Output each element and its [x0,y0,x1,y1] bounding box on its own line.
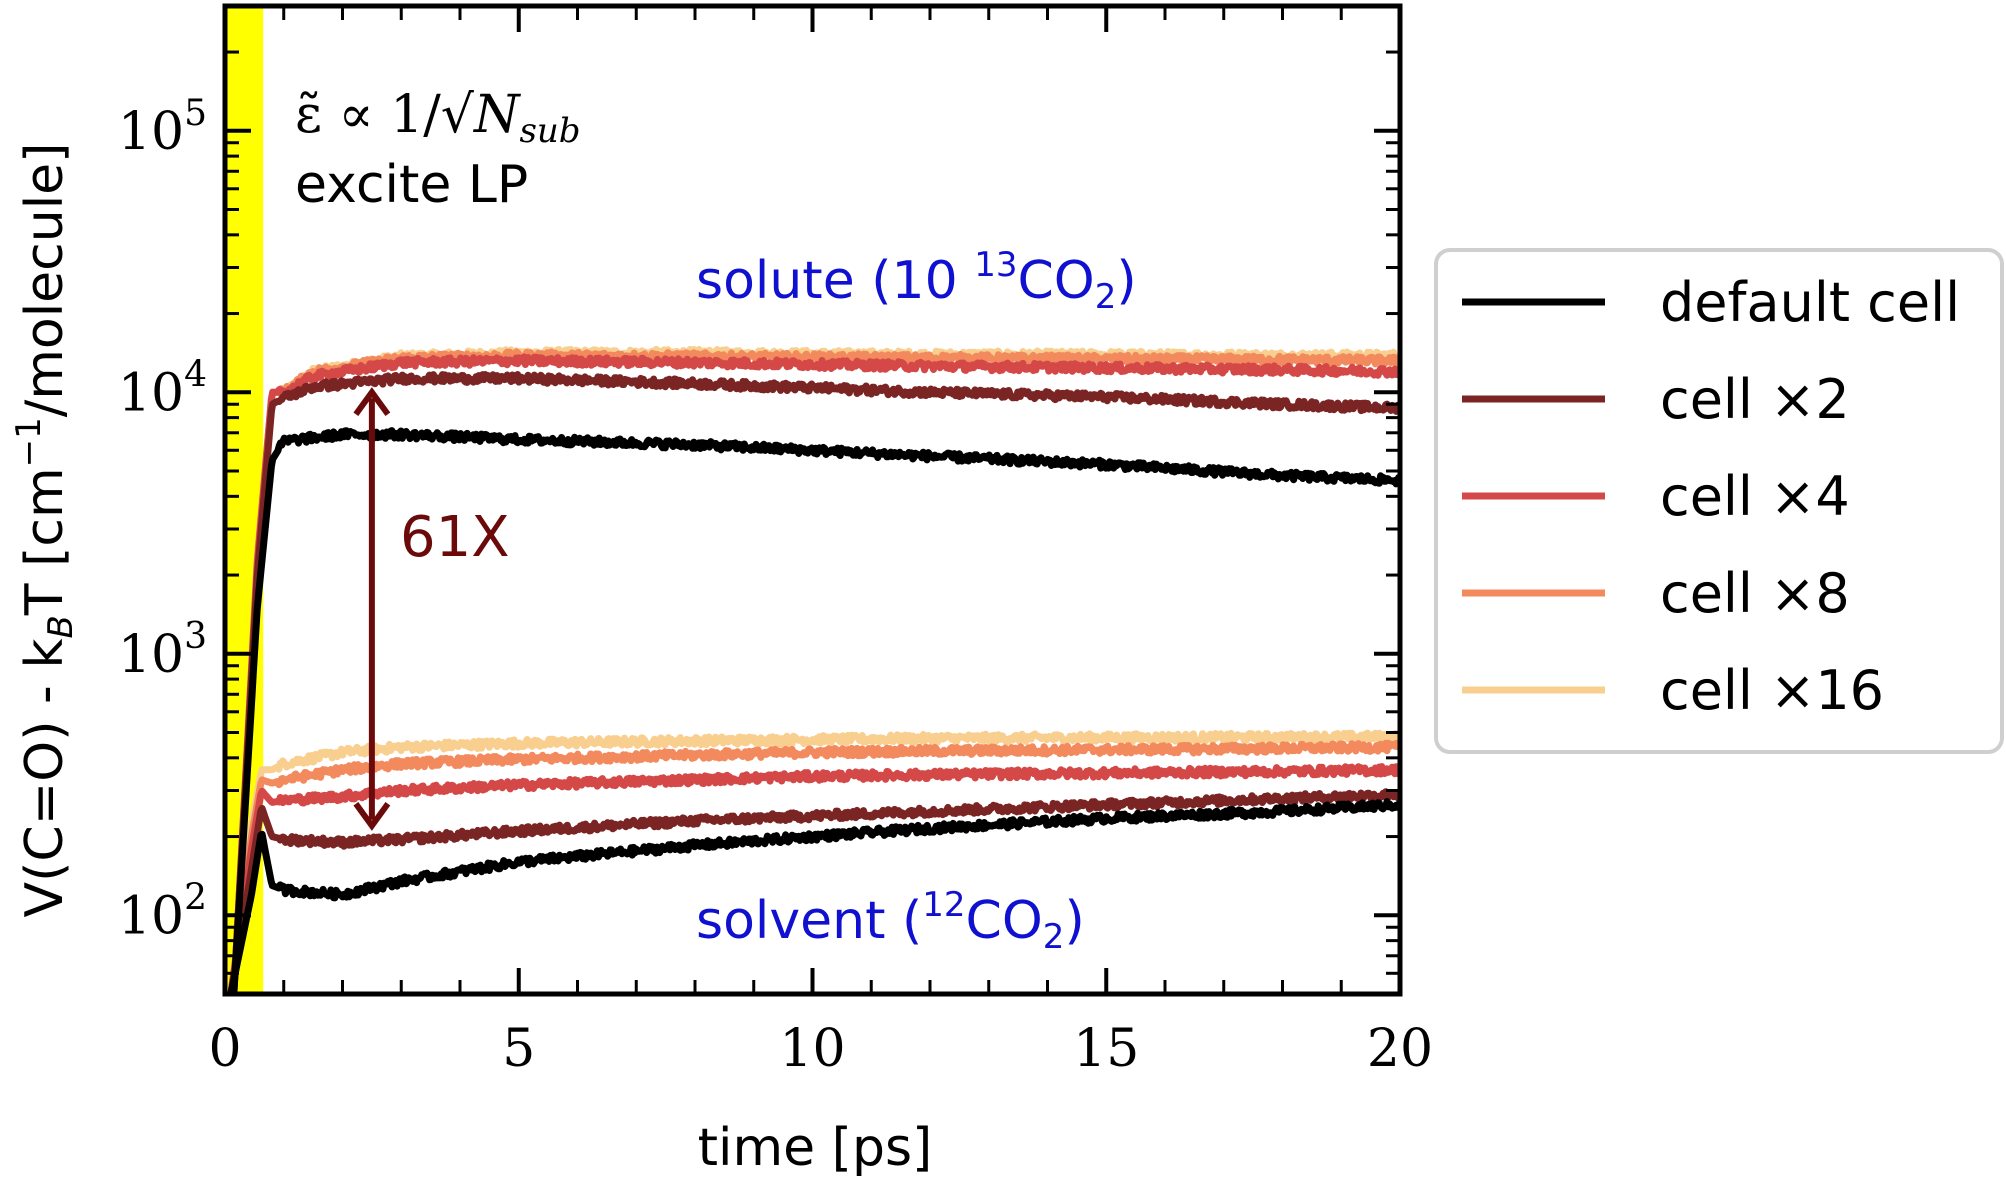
solute-annotation: solute (10 13CO2) [696,245,1137,317]
y-tick-label: 105 [118,93,207,162]
x-tick-label: 5 [502,1019,535,1079]
ratio-arrow-head-down [353,801,391,831]
series-line-solute [230,353,1400,994]
legend: default cell cell ×2 cell ×4 cell ×8 cell ×1… [1434,248,2004,754]
x-tick-label: 20 [1367,1019,1433,1079]
legend-box [1434,248,2004,754]
solvent-annotation: solvent (12CO2) [696,885,1085,957]
ratio-label: 61X [400,505,510,570]
y-tick-label: 103 [118,616,207,685]
y-tick-label: 104 [118,354,207,423]
series-line-solvent [227,729,1400,994]
x-tick-label: 15 [1073,1019,1139,1079]
y-axis-label: V(C=O) - kBT [cm−1/molecule] [9,143,81,918]
legend-label: cell ×16 [1660,659,1884,722]
legend-label: cell ×8 [1660,562,1850,625]
x-tick-label: 10 [779,1019,845,1079]
x-tick-label: 0 [208,1019,241,1079]
series-lines [227,345,1400,994]
axis-ticks: 0 5 10 15 20 102 103 104 105 [118,4,1433,1079]
ratio-arrow-head-up [353,387,391,417]
legend-label: default cell [1660,271,1960,334]
ratio-arrow [353,387,391,831]
series-line-solvent [227,788,1400,994]
x-axis-label: time [ps] [698,1118,933,1178]
series-line-solvent [227,763,1400,994]
formula-annotation: ε̃ ∝ 1/√Nsub [295,85,581,151]
y-tick-label: 102 [118,877,207,946]
series-line-solvent [227,739,1400,994]
series-line-solute [230,371,1400,994]
series-line-solvent [227,798,1400,994]
series-line-solute [230,348,1400,994]
excite-annotation: excite LP [295,155,528,215]
legend-label: cell ×2 [1660,368,1850,431]
series-line-solute [230,427,1400,994]
legend-label: cell ×4 [1660,465,1850,528]
